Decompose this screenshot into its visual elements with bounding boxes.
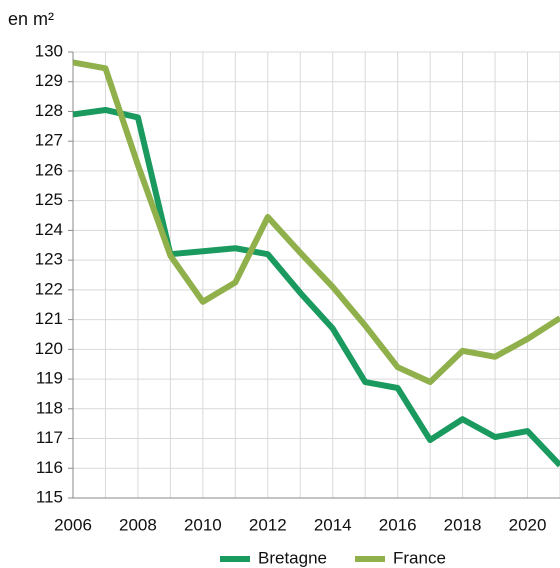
y-tick-label: 118 [36,398,63,417]
line-series [72,106,560,468]
x-tick-label: 2012 [249,515,287,534]
y-tick-label: 115 [36,487,63,506]
y-axis-label: en m² [8,9,54,29]
x-tick-label: 2006 [54,515,92,534]
y-tick-label: 123 [35,250,63,269]
y-tick-label: 116 [36,458,63,477]
y-tick-label: 117 [36,428,63,447]
y-tick-label: 130 [35,41,63,60]
x-tick-label: 2008 [119,515,157,534]
line-series [72,59,560,386]
legend-label: France [393,548,446,567]
y-tick-label: 122 [35,279,63,298]
y-tick-label: 127 [35,131,63,150]
y-tick-label: 129 [35,71,63,90]
y-tick-label: 125 [35,190,63,209]
x-tick-label: 2014 [314,515,352,534]
y-tick-label: 119 [36,369,63,388]
y-tick-label: 128 [35,101,63,120]
legend-label: Bretagne [258,548,327,567]
y-tick-label: 120 [35,339,63,358]
y-tick-label: 121 [35,309,63,328]
x-tick-label: 2020 [509,515,547,534]
x-tick-label: 2016 [379,515,417,534]
x-tick-label: 2010 [184,515,222,534]
y-tick-label: 126 [35,160,63,179]
x-tick-label: 2018 [444,515,482,534]
y-tick-label: 124 [35,220,63,239]
